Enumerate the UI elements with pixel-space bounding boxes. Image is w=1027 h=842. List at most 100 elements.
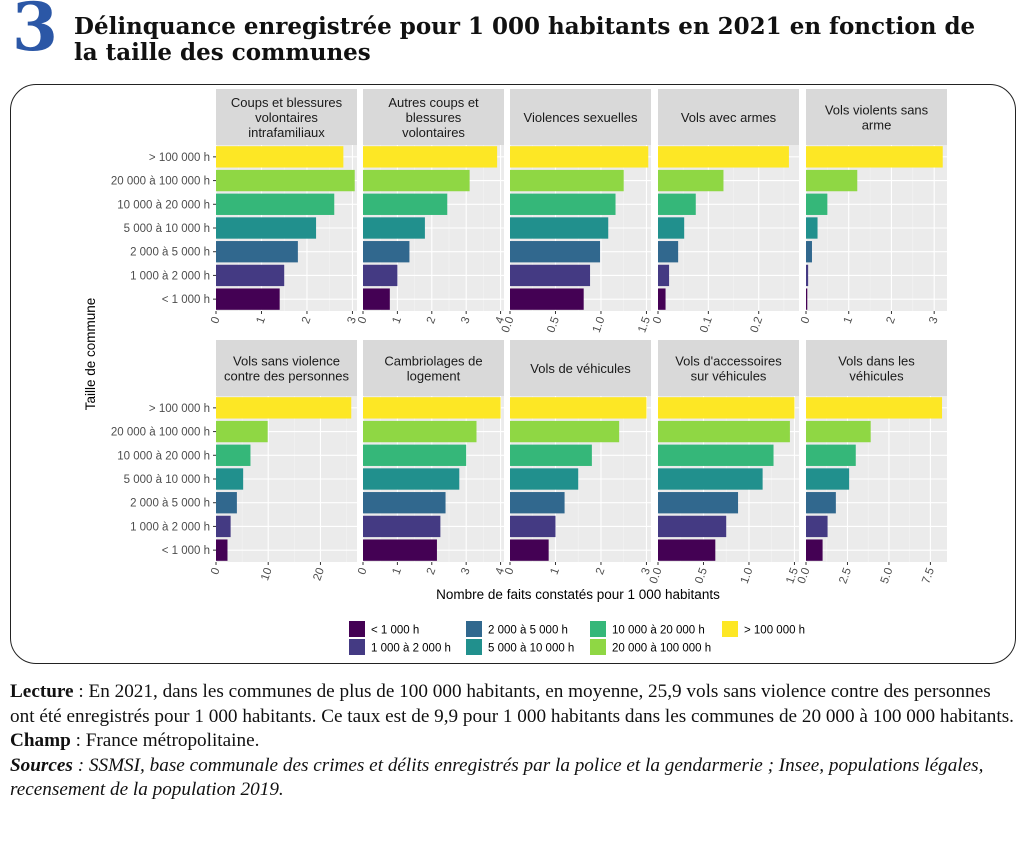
champ-text: : France métropolitaine. bbox=[70, 730, 260, 751]
bar-7 bbox=[806, 288, 808, 310]
facet-panel-8: Vols de véhicules 0 1 2 3 bbox=[503, 340, 653, 576]
x-tick-label: 1.0 bbox=[739, 566, 756, 585]
legend-label: 10 000 à 20 000 h bbox=[612, 625, 705, 637]
x-tick-label: 0 bbox=[503, 566, 516, 576]
x-tick-label: 2 bbox=[885, 315, 898, 325]
facet-title: Vols d'accessoires sur véhicules bbox=[675, 354, 782, 384]
y-tick-label: 20 000 à 100 000 h bbox=[111, 427, 210, 439]
facet-panel-9: Vols d'accessoires sur véhicules 0.0 0.5 1.0… bbox=[648, 340, 801, 585]
x-tick-label: 2 bbox=[425, 315, 438, 325]
facet-strip bbox=[806, 89, 947, 145]
facet-strip bbox=[216, 340, 357, 396]
x-tick-label: 4 bbox=[494, 315, 508, 326]
y-tick-label: 5 000 à 10 000 h bbox=[124, 223, 210, 235]
lecture-text: : En 2021, dans les communes de plus de … bbox=[10, 681, 1014, 727]
bar-6 bbox=[216, 264, 285, 287]
bar-2 bbox=[806, 420, 871, 443]
bar-4 bbox=[658, 468, 763, 490]
legend-label: 2 000 à 5 000 h bbox=[488, 625, 568, 637]
x-tick-label: 1.0 bbox=[591, 315, 608, 334]
bar-6 bbox=[806, 264, 809, 287]
bar-6 bbox=[363, 515, 441, 538]
champ-note: Champ : France métropolitaine. bbox=[10, 729, 1018, 754]
legend-swatch bbox=[466, 639, 482, 655]
bar-1 bbox=[658, 397, 795, 419]
bar-7 bbox=[216, 288, 280, 310]
bar-2 bbox=[806, 169, 858, 192]
bar-5 bbox=[363, 492, 446, 514]
bar-1 bbox=[510, 397, 647, 419]
y-tick-label: 1 000 à 2 000 h bbox=[130, 270, 210, 282]
x-tick-label: 0 bbox=[209, 566, 222, 576]
x-tick-label: 2.5 bbox=[837, 566, 854, 585]
facet-title: Vols violents sans arme bbox=[825, 103, 929, 133]
bar-3 bbox=[658, 444, 774, 466]
y-tick-label: < 1 000 h bbox=[162, 545, 210, 557]
x-tick-label: 3 bbox=[346, 315, 359, 325]
x-tick-label: 0 bbox=[799, 315, 812, 325]
x-tick-label: 0.5 bbox=[693, 566, 710, 585]
bar-7 bbox=[658, 539, 716, 561]
x-tick-label: 0 bbox=[651, 315, 664, 325]
legend-swatch bbox=[466, 621, 482, 637]
facet-strip bbox=[363, 340, 504, 396]
facet-title: Coups et blessures volontaires intrafamili… bbox=[231, 95, 343, 140]
x-tick-label: 1.5 bbox=[784, 566, 801, 585]
bar-4 bbox=[658, 217, 685, 239]
facet-panel-7: Cambriolages de logement 0 1 2 3 4 bbox=[356, 340, 507, 576]
y-tick-label: < 1 000 h bbox=[162, 294, 210, 306]
bar-4 bbox=[363, 217, 425, 239]
figure-title: Délinquance enregistrée pour 1 000 habit… bbox=[74, 13, 976, 66]
x-tick-label: 1 bbox=[391, 315, 404, 325]
bar-4 bbox=[806, 217, 818, 239]
x-axis-title: Nombre de faits constatés pour 1 000 hab… bbox=[436, 587, 720, 602]
bar-4 bbox=[363, 468, 460, 490]
x-tick-label: 1 bbox=[549, 566, 562, 576]
bar-5 bbox=[216, 241, 298, 263]
legend-swatch bbox=[349, 639, 365, 655]
bar-7 bbox=[363, 288, 390, 310]
bar-6 bbox=[658, 264, 670, 287]
bar-7 bbox=[216, 539, 228, 561]
facet-title: Vols sans violence contre des personnes bbox=[224, 354, 350, 384]
bar-5 bbox=[806, 241, 812, 263]
bar-5 bbox=[806, 492, 836, 514]
bar-5 bbox=[510, 492, 565, 514]
x-tick-label: 0.2 bbox=[749, 315, 766, 334]
facet-panel-3: Violences sexuelles 0.0 0.5 1.0 1.5 bbox=[500, 89, 653, 334]
facet-strip bbox=[806, 340, 947, 396]
bar-4 bbox=[216, 217, 317, 239]
y-tick-label: 2 000 à 5 000 h bbox=[130, 498, 210, 510]
bar-7 bbox=[363, 539, 437, 561]
x-tick-label: 3 bbox=[927, 315, 940, 325]
facet-panel-1: Coups et blessures volontaires intrafamili… bbox=[111, 89, 359, 325]
x-tick-label: 0 bbox=[356, 566, 369, 576]
x-tick-label: 5.0 bbox=[879, 566, 896, 585]
x-tick-label: 0.0 bbox=[648, 566, 665, 585]
facet-strip bbox=[510, 89, 651, 145]
x-tick-label: 0.5 bbox=[545, 315, 562, 334]
x-tick-label: 0 bbox=[209, 315, 222, 325]
x-tick-label: 0.0 bbox=[500, 315, 517, 334]
bar-7 bbox=[510, 288, 584, 310]
bar-4 bbox=[510, 217, 609, 239]
bar-3 bbox=[806, 193, 828, 215]
legend-label: < 1 000 h bbox=[371, 625, 419, 637]
champ-label: Champ bbox=[10, 730, 71, 751]
bar-5 bbox=[363, 241, 410, 263]
bar-6 bbox=[806, 515, 828, 538]
x-tick-label: 3 bbox=[459, 315, 472, 325]
lecture-label: Lecture bbox=[10, 681, 74, 702]
y-axis-title: Taille de commune bbox=[83, 298, 98, 411]
bar-6 bbox=[510, 264, 591, 287]
bar-7 bbox=[510, 539, 549, 561]
legend-label: 1 000 à 2 000 h bbox=[371, 643, 451, 655]
bar-2 bbox=[216, 420, 268, 443]
y-tick-label: 5 000 à 10 000 h bbox=[124, 474, 210, 486]
bar-2 bbox=[363, 420, 477, 443]
legend-swatch bbox=[590, 639, 606, 655]
x-tick-label: 0.1 bbox=[698, 315, 715, 334]
bar-2 bbox=[216, 169, 355, 192]
x-tick-label: 2 bbox=[300, 315, 313, 325]
